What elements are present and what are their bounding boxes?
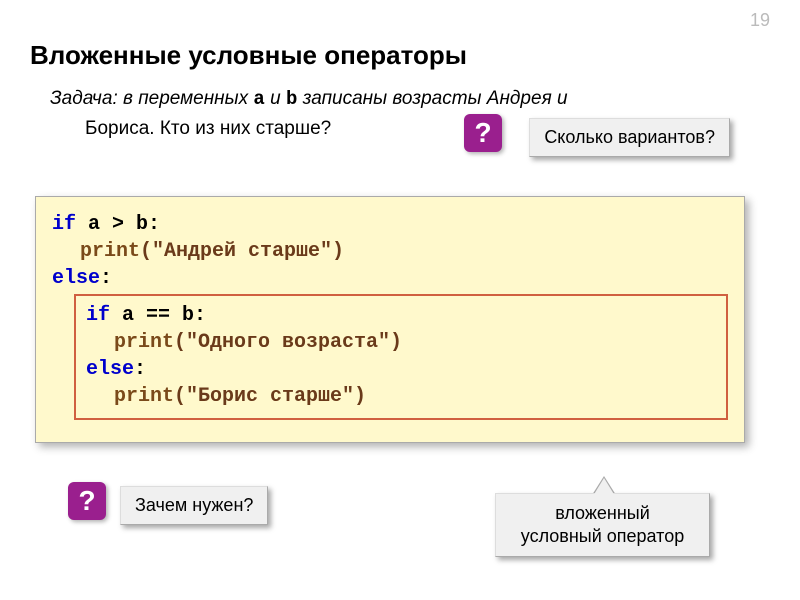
- callout-row-top: ? Сколько вариантов?: [30, 148, 770, 190]
- code-inner-line-2: print("Одного возраста"): [86, 329, 716, 356]
- task-text: Задача: в переменных a и b записаны возр…: [50, 86, 770, 113]
- page-title: Вложенные условные операторы: [30, 40, 770, 71]
- code-string: ("Борис старше"): [174, 385, 366, 408]
- code-string: ("Андрей старше"): [140, 240, 344, 263]
- code-line-1: if a > b:: [52, 211, 728, 238]
- callout-top: Сколько вариантов?: [529, 118, 730, 157]
- keyword-if: if: [86, 304, 110, 327]
- keyword-print: print: [114, 385, 174, 408]
- callout-right: вложенный условный оператор: [495, 493, 710, 558]
- bottom-row: ? Зачем нужен? вложенный условный операт…: [30, 471, 770, 581]
- callout-right-line2: условный оператор: [521, 526, 684, 546]
- code-text: a == b:: [110, 304, 206, 327]
- keyword-print: print: [114, 331, 174, 354]
- code-inner-line-1: if a == b:: [86, 302, 716, 329]
- code-block-outer: if a > b: print("Андрей старше") else: i…: [35, 196, 745, 443]
- page-number: 19: [750, 10, 770, 31]
- question-bubble-top: ?: [464, 114, 502, 152]
- keyword-print: print: [80, 240, 140, 263]
- question-bubble-bottom: ?: [68, 482, 106, 520]
- task-part-3: записаны возрасты Андрея и: [297, 88, 567, 109]
- code-inner-line-3: else:: [86, 356, 716, 383]
- code-inner-line-4: print("Борис старше"): [86, 383, 716, 410]
- callout-left: Зачем нужен?: [120, 486, 268, 525]
- keyword-else: else: [52, 267, 100, 290]
- task-label: Задача: [50, 88, 112, 109]
- keyword-else: else: [86, 358, 134, 381]
- callout-right-line1: вложенный: [555, 503, 650, 523]
- variable-a: a: [253, 88, 264, 110]
- code-string: ("Одного возраста"): [174, 331, 402, 354]
- code-text: :: [100, 267, 112, 290]
- variable-b: b: [286, 88, 297, 110]
- task-part-1: : в переменных: [112, 88, 253, 109]
- code-line-2: print("Андрей старше"): [52, 238, 728, 265]
- code-block-inner: if a == b: print("Одного возраста") else…: [74, 294, 728, 420]
- task-part-2: и: [265, 88, 286, 109]
- code-text: a > b:: [76, 213, 160, 236]
- code-line-3: else:: [52, 265, 728, 292]
- keyword-if: if: [52, 213, 76, 236]
- code-text: :: [134, 358, 146, 381]
